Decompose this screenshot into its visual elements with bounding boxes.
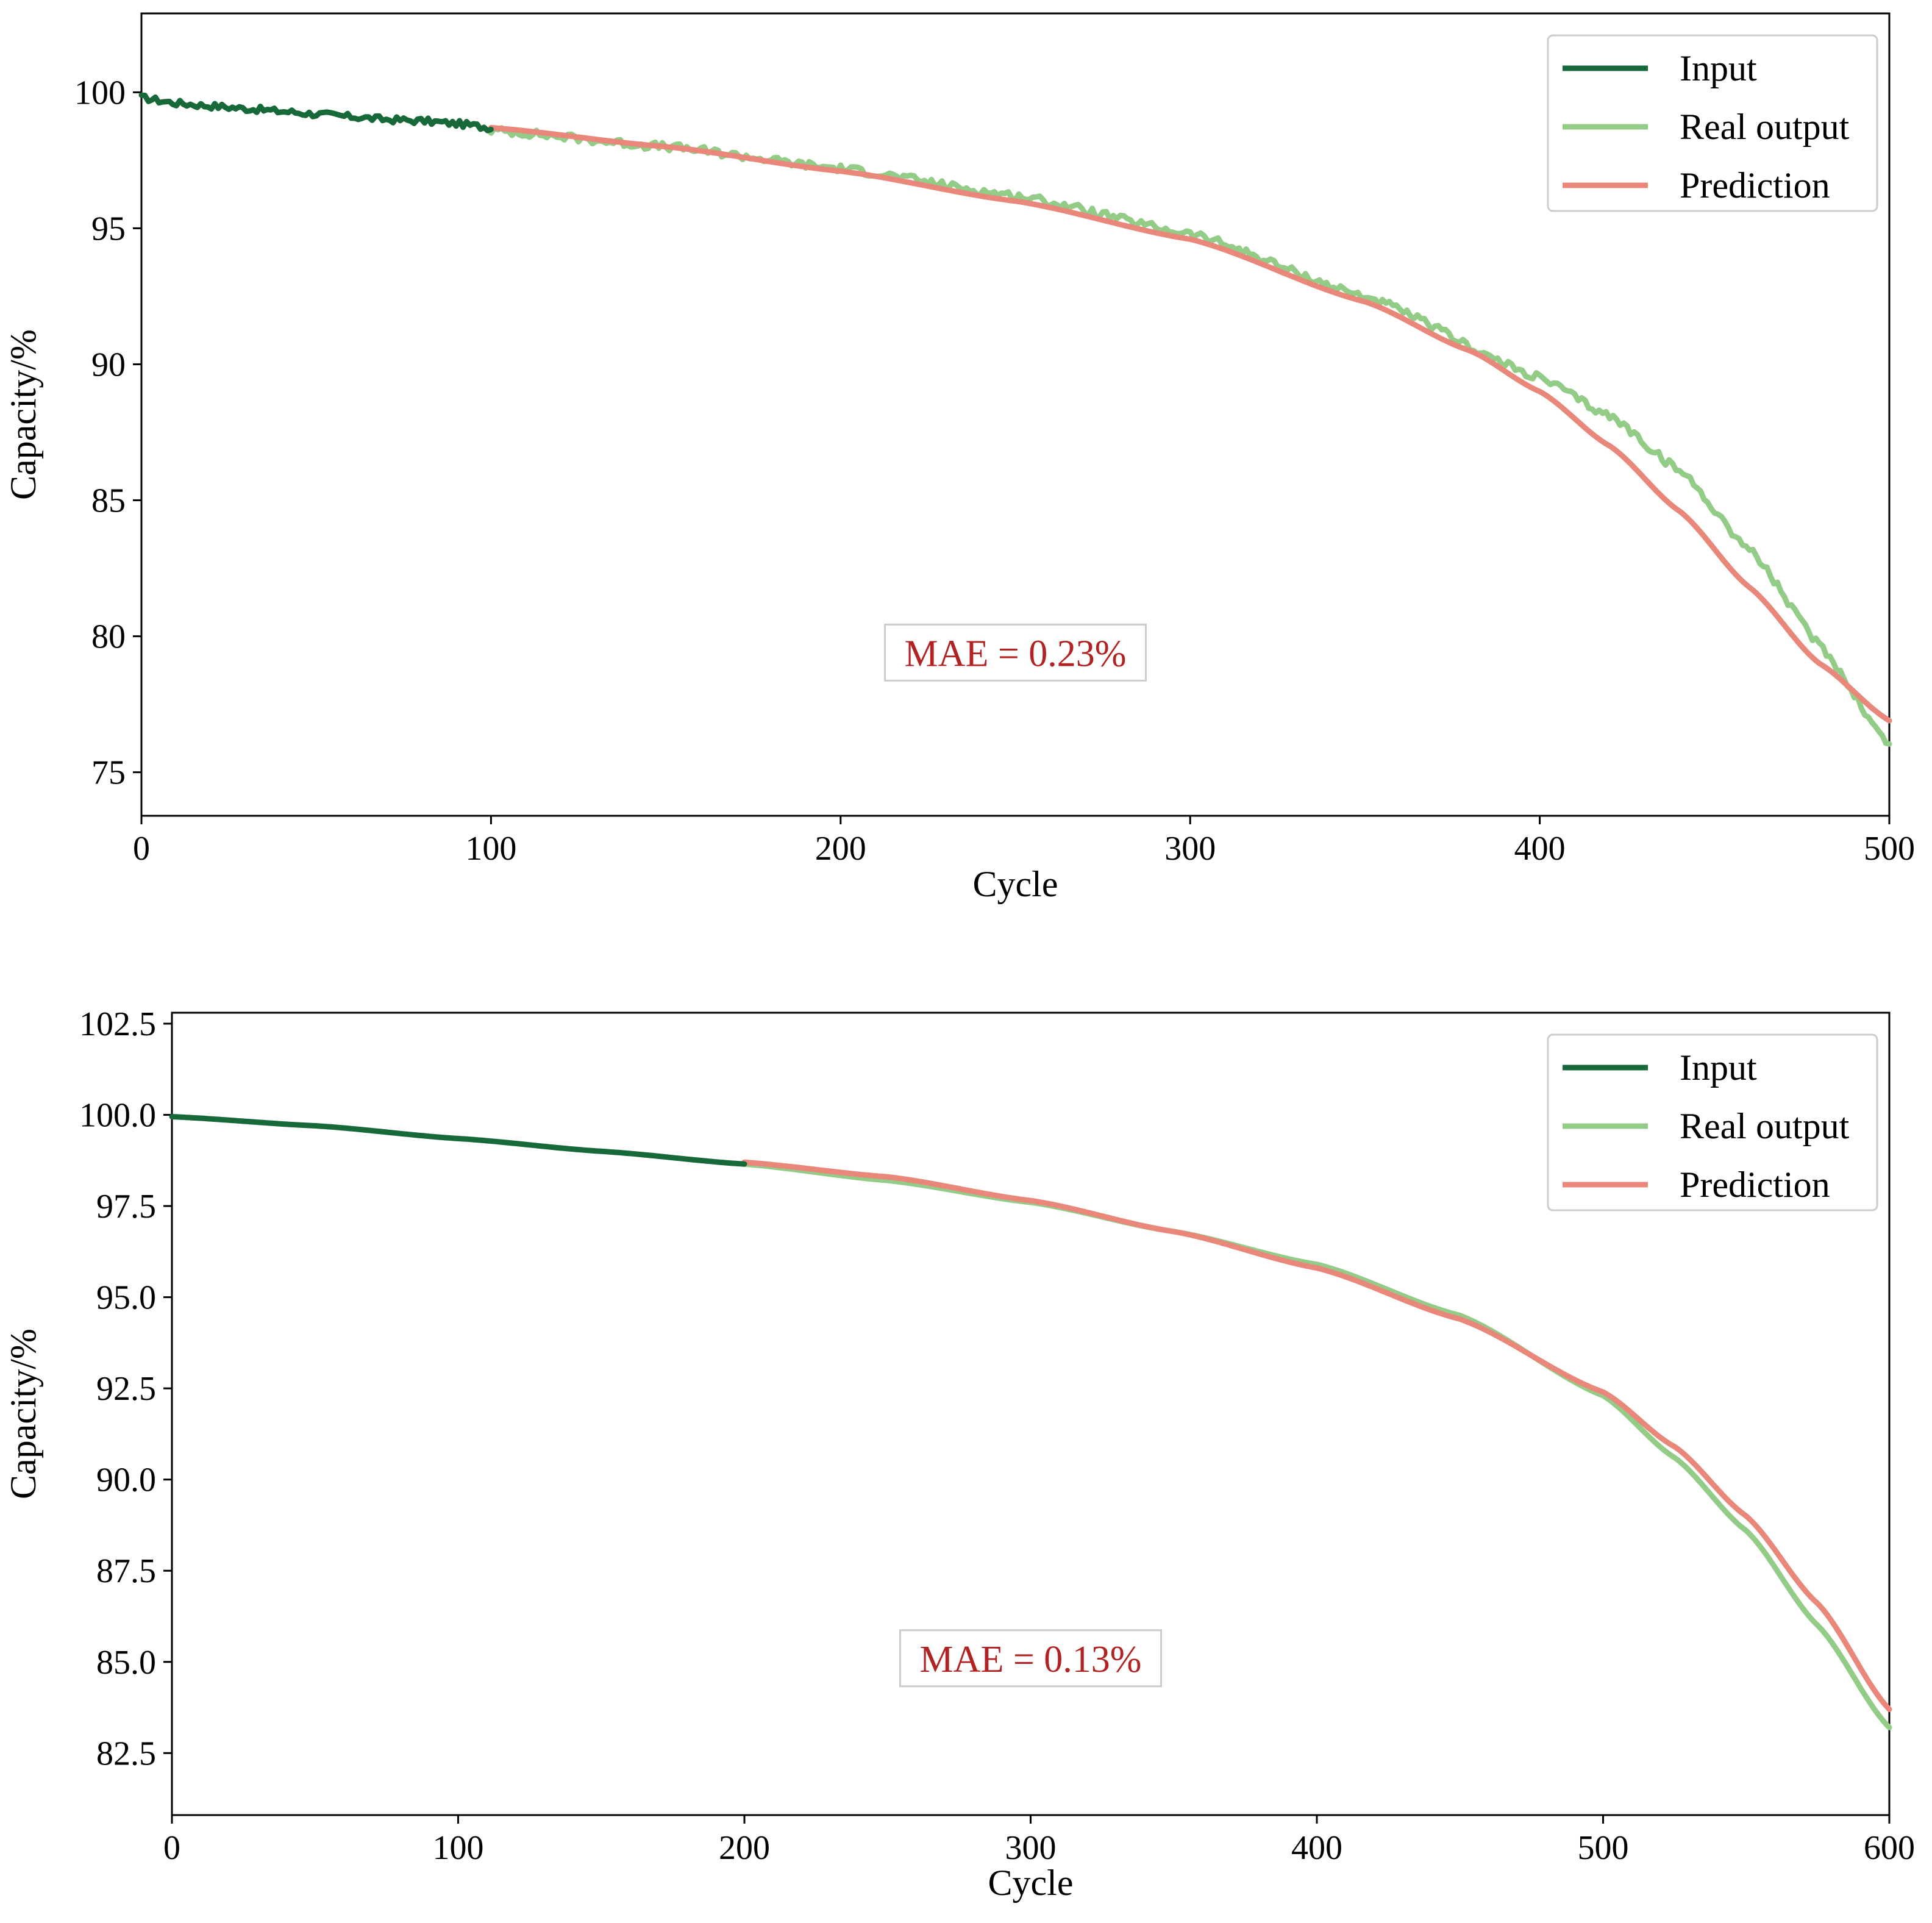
y-tick-label: 100 [74, 74, 126, 112]
y-tick-label: 75 [91, 754, 126, 792]
legend-label: Input [1680, 48, 1757, 88]
y-tick-label: 97.5 [96, 1188, 156, 1226]
x-tick-label: 100 [433, 1829, 484, 1867]
x-tick-label: 100 [465, 830, 516, 868]
mae-annotation: MAE = 0.23% [905, 633, 1127, 674]
legend-box [1547, 1033, 1878, 1211]
y-tick-label: 90.0 [96, 1461, 156, 1499]
legend-label: Input [1680, 1047, 1757, 1088]
x-tick-label: 300 [1005, 1829, 1057, 1867]
x-tick-label: 600 [1864, 1829, 1915, 1867]
y-tick-label: 95 [91, 210, 126, 248]
x-tick-label: 400 [1291, 1829, 1342, 1867]
legend-label: Real output [1680, 107, 1850, 147]
y-axis-label: Capacity/% [3, 329, 43, 500]
mae-annotation-box [884, 623, 1147, 682]
y-tick-label: 95.0 [96, 1279, 156, 1317]
y-tick-label: 85.0 [96, 1644, 156, 1682]
series-line-prediction [741, 1159, 1892, 1712]
legend-label: Prediction [1680, 1165, 1830, 1205]
chart-bottom: 0 100 200 300 400 500 600 82.5 85.0 87.5 90.0 92.5 9… [3, 1005, 1915, 1903]
plot-frame [140, 12, 1891, 817]
y-tick-label: 90 [91, 346, 126, 384]
legend-label: Prediction [1680, 165, 1830, 205]
series-line-real-output [488, 125, 1892, 747]
x-tick-label: 0 [163, 1829, 180, 1867]
y-tick-label: 100.0 [79, 1096, 156, 1134]
x-tick-label: 200 [719, 1829, 770, 1867]
x-tick-label: 200 [815, 830, 866, 868]
series-line-prediction [488, 124, 1892, 724]
y-axis-label: Capacity/% [3, 1329, 43, 1499]
y-tick-label: 80 [91, 618, 126, 656]
y-tick-label: 102.5 [79, 1005, 156, 1043]
x-tick-label: 0 [133, 830, 150, 868]
series-line-input [169, 1114, 747, 1167]
y-tick-label: 82.5 [96, 1735, 156, 1772]
x-axis-label: Cycle [988, 1863, 1074, 1903]
legend-box [1547, 34, 1878, 212]
y-tick-label: 85 [91, 482, 126, 520]
x-axis-label: Cycle [973, 864, 1058, 904]
chart-top: 0 100 200 300 400 500 75 80 85 90 95 100 Cycle Capaci… [3, 12, 1915, 904]
series-line-input [138, 92, 494, 134]
legend-label: Real output [1680, 1106, 1850, 1146]
x-tick-label: 300 [1164, 830, 1216, 868]
x-tick-label: 500 [1578, 1829, 1629, 1867]
y-tick-label: 87.5 [96, 1552, 156, 1590]
mae-annotation-box [899, 1629, 1162, 1688]
mae-annotation: MAE = 0.13% [920, 1639, 1142, 1680]
y-tick-label: 92.5 [96, 1370, 156, 1408]
x-tick-label: 500 [1864, 830, 1915, 868]
series-line-real-output [741, 1161, 1892, 1730]
x-tick-label: 400 [1514, 830, 1566, 868]
